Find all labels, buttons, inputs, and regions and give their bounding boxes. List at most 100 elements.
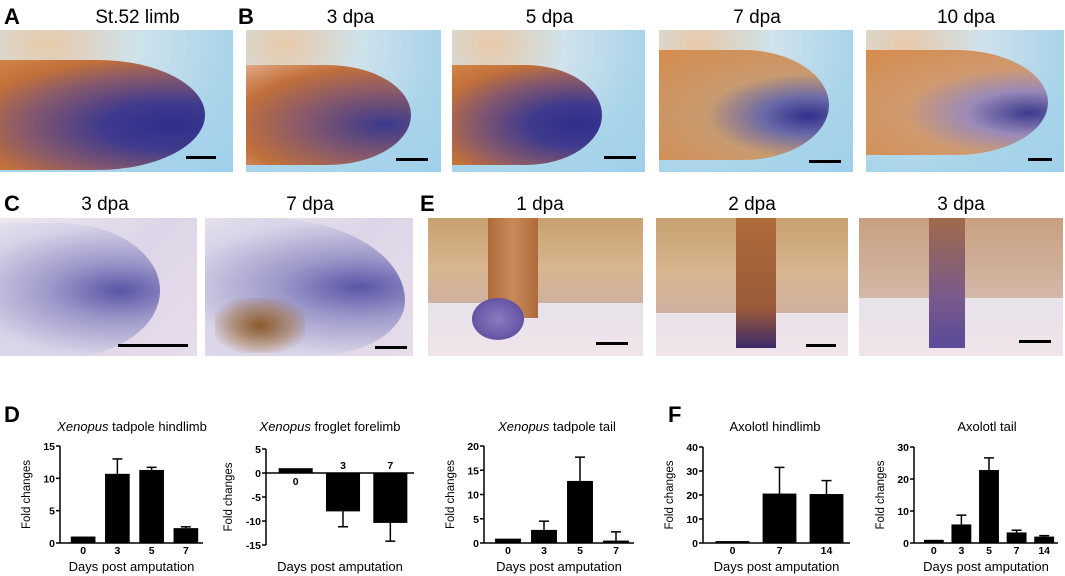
y-tick-label: -10: [246, 516, 261, 528]
y-tick-label: 0: [49, 538, 55, 550]
bar: [105, 473, 130, 543]
bar: [923, 539, 944, 543]
limb-photo-7dpa: [659, 30, 853, 172]
x-tick-label: 14: [821, 545, 833, 557]
panel-b-title-2: 5 dpa: [525, 7, 574, 28]
panel-e-title-1: 1 dpa: [516, 194, 564, 215]
panel-e-title-3: 3 dpa: [937, 194, 985, 215]
panel-label-a: A: [4, 4, 20, 29]
chart-title-text: froglet forelimb: [314, 419, 400, 434]
bar: [603, 540, 629, 543]
x-tick-label: 5: [986, 545, 992, 557]
panel-label-b: B: [238, 4, 254, 29]
y-tick-label: 30: [897, 442, 909, 454]
y-tick-label: 10: [43, 473, 55, 485]
x-tick-label: 0: [293, 476, 299, 488]
y-axis-label: Fold changes: [664, 460, 676, 529]
chart-1: Xenopus tadpole hindlimb 0 5 10 15 Fold chang…: [21, 419, 207, 574]
panel-e-title-2: 2 dpa: [728, 194, 776, 215]
x-tick-label: 7: [183, 545, 189, 557]
y-tick-label: 5: [255, 444, 261, 456]
tail-photo-1dpa: [428, 218, 643, 356]
limb-photo-st52: [0, 30, 233, 172]
x-tick-label: 3: [958, 545, 964, 557]
y-tick-label: -15: [246, 540, 261, 552]
x-axis-label: Days post amputation: [923, 559, 1049, 574]
panel-b-title-3: 7 dpa: [733, 7, 781, 28]
y-tick-label: 5: [473, 514, 479, 526]
chart-title-text: tadpole hindlimb: [112, 419, 207, 434]
panel-label-f: F: [668, 402, 682, 427]
panel-label-e: E: [420, 191, 435, 216]
chart-title-italic: Xenopus: [259, 419, 315, 434]
x-axis-label: Days post amputation: [496, 559, 622, 574]
x-tick-label: 0: [931, 545, 937, 557]
y-tick-label: 40: [686, 442, 698, 454]
bar: [809, 494, 844, 543]
bar: [1034, 536, 1055, 543]
chart-title: Xenopus froglet forelimb: [259, 419, 401, 434]
x-tick-label: 3: [114, 545, 120, 557]
y-axis-label: Fold changes: [223, 462, 235, 531]
x-axis-label: Days post amputation: [277, 559, 403, 574]
bar: [567, 480, 593, 543]
y-tick-label: 0: [473, 538, 479, 550]
y-tick-label: 20: [686, 490, 698, 502]
x-tick-label: 7: [387, 460, 393, 472]
panel-c-title-2: 7 dpa: [286, 194, 334, 215]
bar: [373, 473, 408, 523]
bar: [278, 468, 313, 473]
chart-title-text: Axolotl hindlimb: [729, 419, 820, 434]
panel-b-title-4: 10 dpa: [936, 7, 996, 28]
section-photo-7dpa: [205, 218, 413, 356]
limb-photo-5dpa: [452, 30, 645, 172]
bar: [762, 493, 797, 543]
y-tick-label: 10: [467, 490, 479, 502]
limb-photo-10dpa: [866, 30, 1064, 172]
y-tick-label: 10: [897, 506, 909, 518]
limb-photo-3dpa: [246, 30, 441, 172]
x-tick-label: 3: [541, 545, 547, 557]
chart-title: Axolotl tail: [957, 419, 1016, 434]
x-tick-label: 0: [730, 545, 736, 557]
tail-photo-2dpa: [656, 218, 848, 356]
x-axis-label: Days post amputation: [69, 559, 195, 574]
chart-title-italic: Xenopus: [497, 419, 553, 434]
x-tick-label: 5: [577, 545, 583, 557]
chart-title-text: Axolotl tail: [957, 419, 1016, 434]
tail-photo-3dpa: [859, 218, 1063, 356]
chart-title-text: tadpole tail: [553, 419, 616, 434]
bar: [139, 469, 164, 543]
bar: [1006, 532, 1027, 543]
bar: [495, 538, 521, 543]
x-axis-label: Days post amputation: [714, 559, 840, 574]
panel-label-c: C: [4, 191, 20, 216]
bar: [325, 473, 361, 512]
x-tick-label: 5: [149, 545, 155, 557]
y-axis-label: Fold changes: [21, 460, 33, 529]
bar: [531, 529, 557, 543]
panel-c-title-1: 3 dpa: [81, 194, 129, 215]
x-tick-label: 3: [340, 460, 346, 472]
y-tick-label: 0: [255, 468, 261, 480]
chart-title: Xenopus tadpole hindlimb: [56, 419, 207, 434]
y-tick-label: 10: [686, 514, 698, 526]
bar: [173, 528, 199, 543]
chart-3: Xenopus tadpole tail 0 5 10 15 20 Fold changes…: [445, 419, 634, 574]
panel-label-d: D: [4, 402, 20, 427]
y-tick-label: 15: [467, 465, 479, 477]
y-tick-label: 15: [43, 441, 55, 453]
bar: [715, 541, 750, 543]
chart-2: Xenopus froglet forelimb 5 0 -5 -10 -15 Fold c…: [223, 419, 414, 574]
y-tick-label: 5: [49, 506, 55, 518]
x-tick-label: 7: [613, 545, 619, 557]
y-tick-label: 0: [903, 538, 909, 550]
y-axis-label: Fold changes: [875, 460, 887, 529]
y-tick-label: 0: [692, 538, 698, 550]
y-tick-label: 20: [897, 474, 909, 486]
x-tick-label: 7: [777, 545, 783, 557]
y-tick-label: 20: [467, 441, 479, 453]
x-tick-label: 7: [1014, 545, 1020, 557]
